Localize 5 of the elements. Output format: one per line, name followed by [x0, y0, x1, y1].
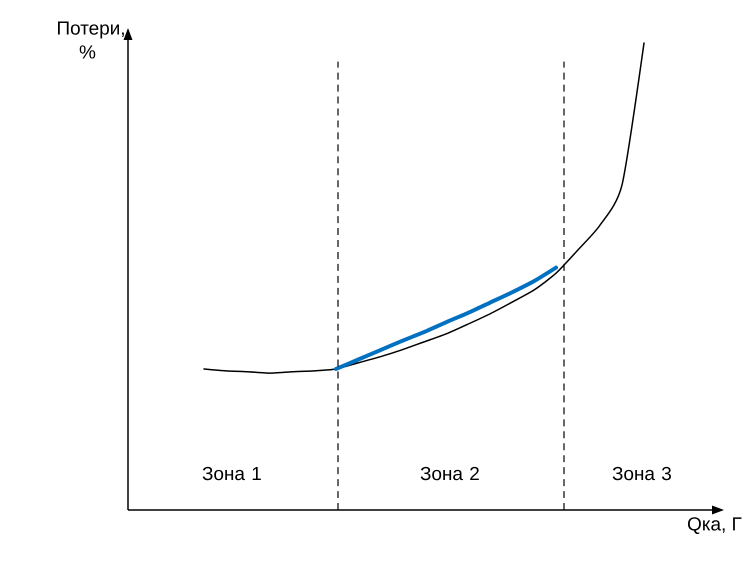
- annotation: Зона 2: [420, 466, 479, 480]
- x-axis-title: Qка, Г: [688, 517, 742, 534]
- annotation: Зона 3: [612, 466, 671, 480]
- y-axis-title: Потери, %: [58, 22, 124, 59]
- annotation: Зона 1: [202, 466, 261, 480]
